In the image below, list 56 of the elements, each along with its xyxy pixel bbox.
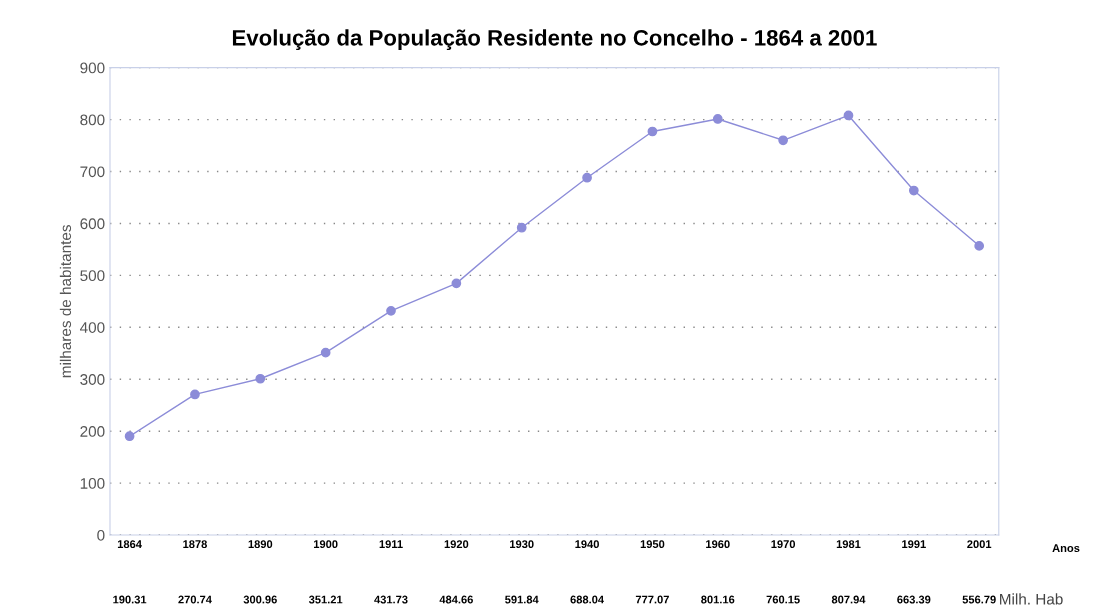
y-tick-label: 700 [80,166,105,178]
data-label: 431.73 [374,595,408,604]
point [516,222,527,233]
y-tick-label: 300 [80,374,105,385]
data-label: 807.94 [831,595,866,604]
y-tick-label: 0 [97,529,105,541]
point [647,126,658,137]
y-tick-label: 900 [80,62,105,74]
x-tick-label: 2001 [967,540,992,549]
data-label: 270.74 [178,595,212,604]
x-tick-label: 1911 [379,540,403,549]
x-tick-label: 1991 [902,540,926,549]
y-tick-label: 200 [80,426,105,437]
x-tick-label: 1900 [314,540,338,549]
y-tick-label: 600 [80,218,105,230]
point [320,347,331,358]
data-label: 760.15 [766,595,800,604]
data-label: 484.66 [439,595,473,604]
y-tick-label: 800 [80,114,105,126]
data-label: 556.79 [962,595,996,604]
data-label: 190.31 [113,595,147,604]
data-label: 591.84 [505,595,539,604]
y-tick-label: 400 [79,322,105,333]
point [908,185,919,196]
data-label: 801.16 [701,595,735,604]
point [386,305,396,316]
x-tick-label: 1878 [183,540,207,549]
y-tick-label: 500 [80,270,105,282]
y-tick-label: 100 [80,477,105,489]
x-tick-label: 1930 [510,540,534,549]
x-tick-label: 1981 [836,540,861,549]
text: Anos [1052,544,1080,553]
x-tick-label: 1950 [640,540,665,549]
point [255,373,266,384]
data-label: 351.21 [308,595,343,604]
point [582,172,592,183]
data-label: 777.07 [635,595,669,604]
data-label: 663.39 [897,595,931,604]
point [451,278,462,289]
text: Milh. Hab [1000,593,1063,605]
x-tick-label: 1920 [444,540,469,549]
point [778,135,788,146]
chart-title: Evolução da População Residente no Concelho - 1864 a 2001 [232,29,877,51]
x-tick-label: 1960 [706,540,730,549]
point [974,241,985,251]
point [712,114,723,124]
x-tick-label: 1890 [248,540,273,549]
point [843,110,854,121]
point [190,389,200,400]
y-axis-title: milhares de habitantes [59,225,72,378]
x-tick-label: 1970 [771,540,796,549]
x-tick-label: 1940 [575,540,599,549]
point [124,431,135,442]
data-label: 688.04 [570,595,604,604]
data-label: 300.96 [243,595,277,604]
x-tick-label: 1864 [117,540,142,549]
